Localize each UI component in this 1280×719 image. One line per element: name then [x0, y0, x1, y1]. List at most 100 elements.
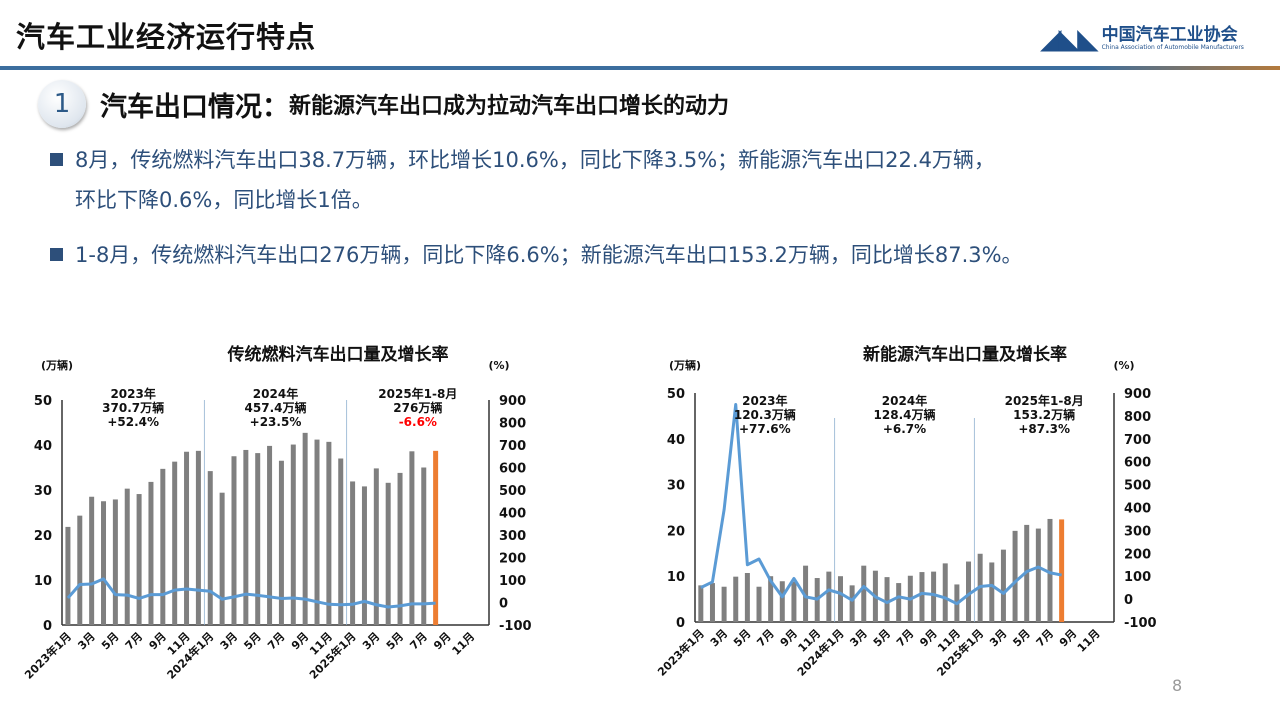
- bar: [314, 439, 320, 625]
- left-tick-label: 50: [34, 394, 52, 409]
- left-tick-label: 40: [667, 433, 685, 448]
- x-tick-label: 5月: [99, 630, 121, 652]
- section-number: 1: [38, 80, 86, 128]
- bar: [397, 472, 403, 625]
- bar: [267, 445, 273, 625]
- year-annotation: 2024年: [882, 393, 927, 408]
- year-annotation: 370.7万辆: [102, 400, 164, 415]
- logo: ◢◣◣ 中国汽车工业协会 China Association of Automo…: [1040, 22, 1244, 55]
- left-tick-label: 10: [667, 570, 685, 585]
- right-tick-label: 500: [499, 484, 526, 499]
- header-divider: [0, 66, 1280, 70]
- page-title: 汽车工业经济运行特点: [16, 20, 317, 54]
- left-tick-label: 40: [34, 439, 52, 454]
- bar: [101, 501, 107, 625]
- x-tick-label: 5月: [871, 627, 893, 649]
- bar: [803, 565, 809, 622]
- year-annotation: 2024年: [253, 386, 298, 401]
- cam-logo-icon: ◢◣◣: [1040, 22, 1099, 55]
- right-tick-label: 500: [1124, 479, 1151, 494]
- bar: [184, 451, 190, 625]
- x-tick-label: 3月: [848, 627, 870, 649]
- year-annotation: 153.2万辆: [1013, 407, 1075, 422]
- right-tick-label: 900: [499, 394, 526, 409]
- x-tick-label: 5月: [1010, 627, 1032, 649]
- right-tick-label: -100: [1124, 616, 1157, 631]
- bar: [290, 444, 296, 625]
- bar: [207, 471, 213, 625]
- logo-cn: 中国汽车工业协会: [1101, 25, 1238, 45]
- bar: [768, 576, 774, 622]
- right-tick-label: 100: [499, 574, 526, 589]
- x-tick-label: 3月: [708, 627, 730, 649]
- bar: [124, 488, 130, 625]
- left-tick-label: 30: [34, 484, 52, 499]
- bar: [884, 577, 890, 622]
- bar: [1059, 519, 1065, 622]
- year-annotation: +77.6%: [739, 422, 791, 436]
- year-annotation: 457.4万辆: [245, 400, 307, 415]
- right-axis-unit: (%): [1113, 359, 1134, 372]
- logo-en: China Association of Automobile Manufact…: [1101, 44, 1244, 51]
- chart-title: 新能源汽车出口量及增长率: [863, 344, 1067, 365]
- right-tick-label: 200: [499, 552, 526, 567]
- bar: [302, 432, 308, 625]
- bullet-text: 1-8月，传统燃料汽车出口276万辆，同比下降6.6%；新能源汽车出口153.2…: [75, 243, 1023, 267]
- bar: [112, 499, 118, 625]
- year-annotation: 2023年: [742, 393, 787, 408]
- bar: [837, 576, 843, 622]
- left-tick-label: 50: [667, 387, 685, 402]
- bar: [195, 450, 201, 625]
- left-tick-label: 30: [667, 479, 685, 494]
- bar: [136, 494, 142, 625]
- chart-title: 传统燃料汽车出口量及增长率: [227, 344, 449, 365]
- x-tick-label: 7月: [408, 630, 430, 652]
- right-axis-unit: (%): [488, 359, 509, 372]
- bar: [966, 561, 972, 622]
- bar: [1035, 528, 1041, 622]
- year-annotation: +23.5%: [250, 415, 302, 429]
- x-tick-label: 7月: [1034, 627, 1056, 649]
- bar: [219, 492, 225, 625]
- left-tick-label: 10: [34, 574, 52, 589]
- page-number: 8: [1172, 676, 1183, 695]
- bar: [942, 563, 948, 622]
- growth-line: [66, 577, 436, 609]
- bar: [733, 576, 739, 622]
- right-tick-label: 300: [499, 529, 526, 544]
- bar: [160, 468, 166, 625]
- right-tick-label: 0: [499, 597, 508, 612]
- right-tick-label: 400: [499, 507, 526, 522]
- year-annotation: 2023年: [110, 386, 155, 401]
- bullet-2: 1-8月，传统燃料汽车出口276万辆，同比下降6.6%；新能源汽车出口153.2…: [50, 237, 1023, 273]
- bar: [338, 458, 344, 625]
- bar: [77, 515, 83, 625]
- bar: [989, 562, 995, 622]
- bar: [326, 441, 332, 625]
- right-tick-label: 600: [1124, 456, 1151, 471]
- left-tick-label: 0: [676, 616, 685, 631]
- bar: [931, 571, 937, 622]
- bar: [826, 571, 832, 622]
- right-tick-label: 800: [499, 417, 526, 432]
- bar: [1047, 518, 1053, 622]
- right-tick-label: 300: [1124, 524, 1151, 539]
- bar: [1000, 549, 1006, 622]
- x-tick-label: 7月: [123, 630, 145, 652]
- left-tick-label: 20: [667, 524, 685, 539]
- right-tick-label: 100: [1124, 570, 1151, 585]
- bar: [373, 468, 379, 625]
- bar: [148, 481, 154, 625]
- bullet-square-icon: [50, 153, 63, 166]
- bar: [231, 456, 237, 625]
- section-subheading: 新能源汽车出口成为拉动汽车出口增长的动力: [289, 94, 730, 119]
- x-tick-label: 2023年1月: [654, 626, 707, 679]
- bar: [721, 586, 727, 622]
- bar: [361, 486, 367, 625]
- bar: [1012, 530, 1018, 622]
- growth-line: [700, 402, 1062, 606]
- bar: [861, 565, 867, 622]
- bar: [421, 467, 427, 625]
- bar: [89, 496, 95, 625]
